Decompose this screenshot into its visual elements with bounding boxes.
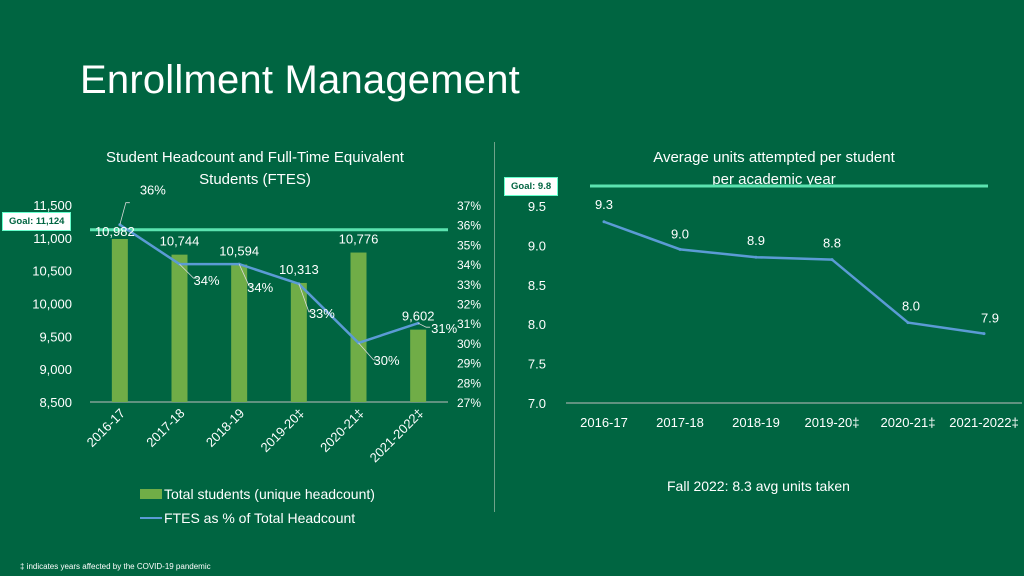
left-axis-tick-label: 9,000 (39, 362, 72, 377)
headcount-data-label: 10,744 (160, 234, 200, 249)
units-axis-tick-label: 8.5 (528, 278, 546, 293)
units-x-axis-category-label: 2017-18 (656, 415, 704, 430)
right-axis-tick-label: 33% (457, 278, 481, 292)
legend-ftes-label: FTES as % of Total Headcount (164, 510, 356, 526)
units-x-axis-category-label: 2019-20‡ (805, 415, 860, 430)
headcount-data-label: 10,313 (279, 262, 319, 277)
right-axis-tick-label: 31% (457, 317, 481, 331)
units-data-label: 7.9 (981, 311, 999, 326)
right-axis-tick-label: 37% (457, 199, 481, 213)
ftes-data-label: 31% (431, 321, 457, 336)
headcount-data-label: 9,602 (402, 309, 435, 324)
chart2-title-line1: Average units attempted per student (653, 149, 895, 166)
ftes-data-label: 30% (374, 353, 400, 368)
units-x-axis-category-label: 2016-17 (580, 415, 628, 430)
units-point (602, 220, 606, 224)
units-data-label: 8.9 (747, 233, 765, 248)
units-data-label: 9.0 (671, 226, 689, 241)
units-axis-tick-label: 9.0 (528, 238, 546, 253)
right-axis-tick-label: 27% (457, 396, 481, 410)
ftes-data-label: 34% (247, 280, 273, 295)
chart1-title-line2: Students (FTES) (199, 171, 311, 188)
headcount-bar (350, 252, 367, 402)
covid-footnote: ‡ indicates years affected by the COVID-… (20, 562, 211, 571)
left-axis-tick-label: 11,000 (33, 231, 72, 246)
units-axis-tick-label: 7.5 (528, 357, 546, 372)
right-axis-tick-label: 36% (457, 219, 481, 233)
right-axis-tick-label: 34% (457, 258, 481, 272)
units-goal-label: Goal: 9.8 (504, 177, 559, 196)
chart-divider (494, 142, 495, 512)
headcount-bar (111, 239, 128, 402)
left-axis-tick-label: 10,000 (32, 297, 72, 312)
headcount-data-label: 10,594 (219, 243, 259, 258)
chart2-title: Average units attempted per student per … (600, 147, 948, 191)
units-point (906, 321, 910, 325)
ftes-leader-line (358, 342, 378, 361)
units-axis-tick-label: 7.0 (528, 396, 546, 411)
ftes-data-label: 36% (140, 183, 166, 198)
right-axis-tick-label: 35% (457, 238, 481, 252)
legend-item-ftes: FTES as % of Total Headcount (140, 510, 355, 526)
ftes-leader-line (417, 322, 431, 328)
chart1-title: Student Headcount and Full-Time Equivale… (70, 147, 440, 191)
legend-line-swatch (140, 517, 162, 519)
units-data-label: 8.8 (823, 236, 841, 251)
left-axis-tick-label: 9,500 (39, 329, 72, 344)
units-data-label: 9.3 (595, 197, 613, 212)
ftes-data-label: 33% (309, 306, 335, 321)
ftes-data-label: 34% (194, 273, 220, 288)
legend-headcount-label: Total students (unique headcount) (164, 486, 375, 502)
units-data-label: 8.0 (902, 299, 920, 314)
right-axis-tick-label: 32% (457, 298, 481, 312)
ftes-leader-line (119, 202, 130, 225)
right-axis-tick-label: 29% (457, 357, 481, 371)
units-point (982, 332, 986, 336)
units-series-line (603, 220, 985, 335)
headcount-bar (290, 282, 307, 402)
page-title: Enrollment Management (80, 58, 520, 102)
units-axis-tick-label: 8.0 (528, 317, 546, 332)
ftes-leader-line (298, 283, 313, 313)
ftes-leader-line (238, 263, 254, 287)
headcount-bar (231, 264, 248, 402)
chart2-title-line2: per academic year (712, 171, 836, 188)
units-axis-tick-label: 9.5 (528, 199, 546, 214)
right-axis-tick-label: 30% (457, 337, 481, 351)
units-point (754, 255, 758, 259)
left-axis-tick-label: 10,500 (32, 264, 72, 279)
units-x-axis-category-label: 2018-19 (732, 415, 780, 430)
headcount-bar (171, 254, 188, 402)
left-axis-tick-label: 11,500 (33, 198, 72, 213)
units-x-axis-category-label: 2020-21‡ (881, 415, 936, 430)
ftes-series-line (119, 223, 419, 345)
legend-bar-swatch (140, 489, 162, 499)
fall-2022-note: Fall 2022: 8.3 avg units taken (667, 478, 850, 494)
legend-item-headcount: Total students (unique headcount) (140, 486, 375, 502)
ftes-leader-line (179, 263, 198, 279)
units-x-axis-category-label: 2021-2022‡ (949, 415, 1018, 430)
units-point (830, 258, 834, 262)
left-axis-tick-label: 8,500 (39, 395, 72, 410)
headcount-bar (410, 329, 427, 402)
right-axis-tick-label: 28% (457, 376, 481, 390)
headcount-data-label: 10,776 (339, 232, 379, 247)
units-point (678, 247, 682, 251)
headcount-goal-label: Goal: 11,124 (2, 212, 72, 231)
headcount-data-label: 10,982 (95, 224, 135, 239)
chart1-title-line1: Student Headcount and Full-Time Equivale… (106, 149, 404, 166)
